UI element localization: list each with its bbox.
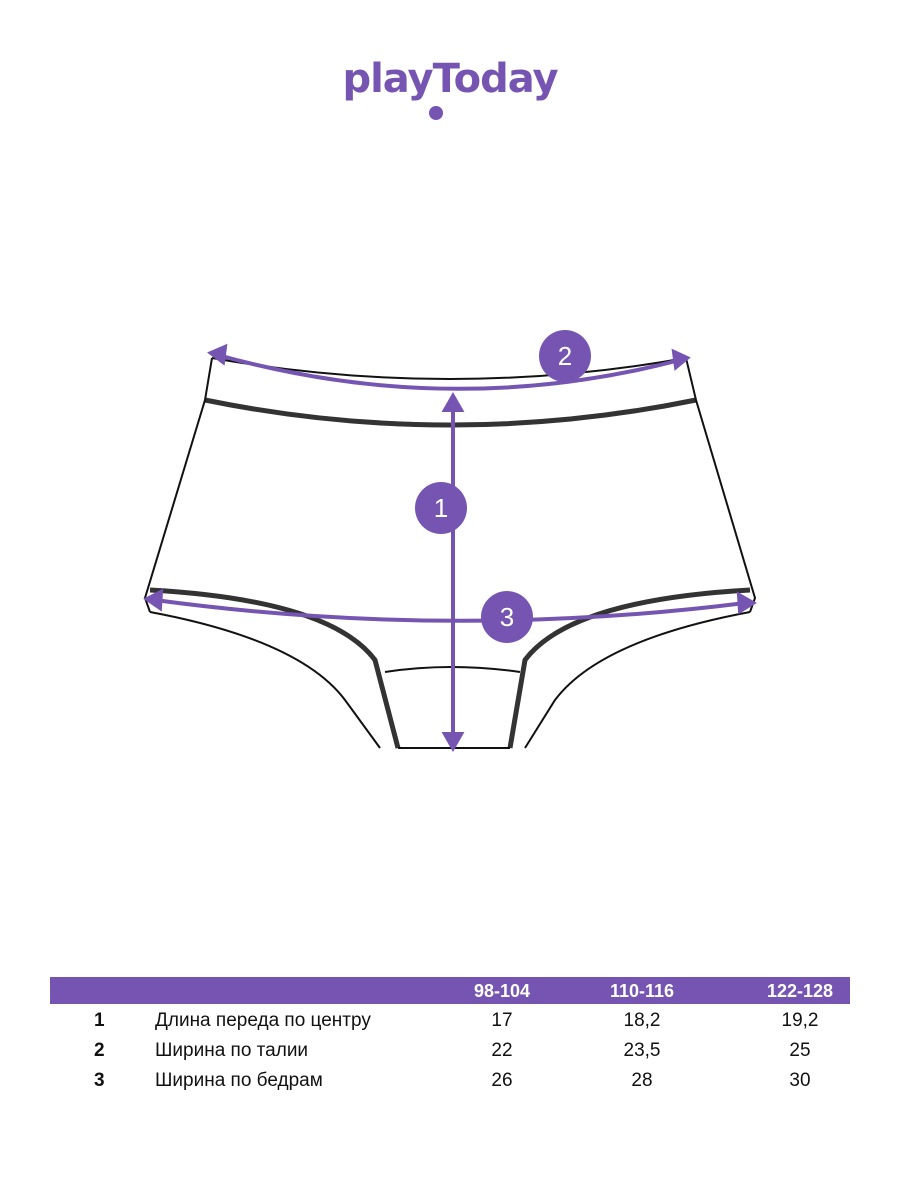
- cell: 18,2: [623, 1010, 661, 1031]
- column-header: 122-128: [766, 981, 834, 1001]
- cell: 25: [789, 1040, 811, 1061]
- svg-text:playToday: playToday: [342, 56, 558, 102]
- cell: 30: [789, 1070, 811, 1091]
- row-number: 1: [94, 1010, 105, 1031]
- waistband-seam: [204, 397, 697, 428]
- cell: 19,2: [781, 1010, 819, 1031]
- cell: 28: [631, 1070, 653, 1091]
- row-label: Длина переда по центру: [155, 1010, 371, 1031]
- marker-2: 2: [539, 330, 591, 382]
- row-number: 3: [94, 1070, 105, 1091]
- marker-1: 1: [415, 482, 467, 534]
- table-header: 98-104 110-116 122-128: [50, 977, 850, 1004]
- column-header: 110-116: [609, 981, 675, 1001]
- row-label: Ширина по бедрам: [155, 1070, 323, 1091]
- column-header: 98-104: [473, 981, 531, 1001]
- table-row: 1 Длина переда по центру 17 18,2 19,2: [50, 1004, 850, 1034]
- size-table: 98-104 110-116 122-128 1 Длина переда по…: [50, 977, 850, 1094]
- svg-text:3: 3: [500, 602, 514, 632]
- playtoday-logo: playToday: [342, 56, 559, 120]
- arrow-3: [154, 598, 746, 623]
- left-side: [143, 357, 213, 613]
- cell: 26: [491, 1070, 513, 1091]
- briefs-measurement-diagram: 1 2 3: [143, 330, 757, 753]
- cell: 22: [491, 1040, 513, 1061]
- svg-text:2: 2: [558, 341, 572, 371]
- table-row: 2 Ширина по талии 22 23,5 25: [50, 1034, 850, 1064]
- marker-3: 3: [481, 591, 533, 643]
- table-row: 3 Ширина по бедрам 26 28 30: [50, 1064, 850, 1094]
- svg-text:1: 1: [434, 493, 448, 523]
- cell: 17: [491, 1010, 513, 1031]
- arrow-2: [217, 353, 681, 391]
- right-side: [685, 357, 757, 613]
- cell: 23,5: [623, 1040, 661, 1061]
- row-number: 2: [94, 1040, 105, 1061]
- row-label: Ширина по талии: [155, 1040, 309, 1061]
